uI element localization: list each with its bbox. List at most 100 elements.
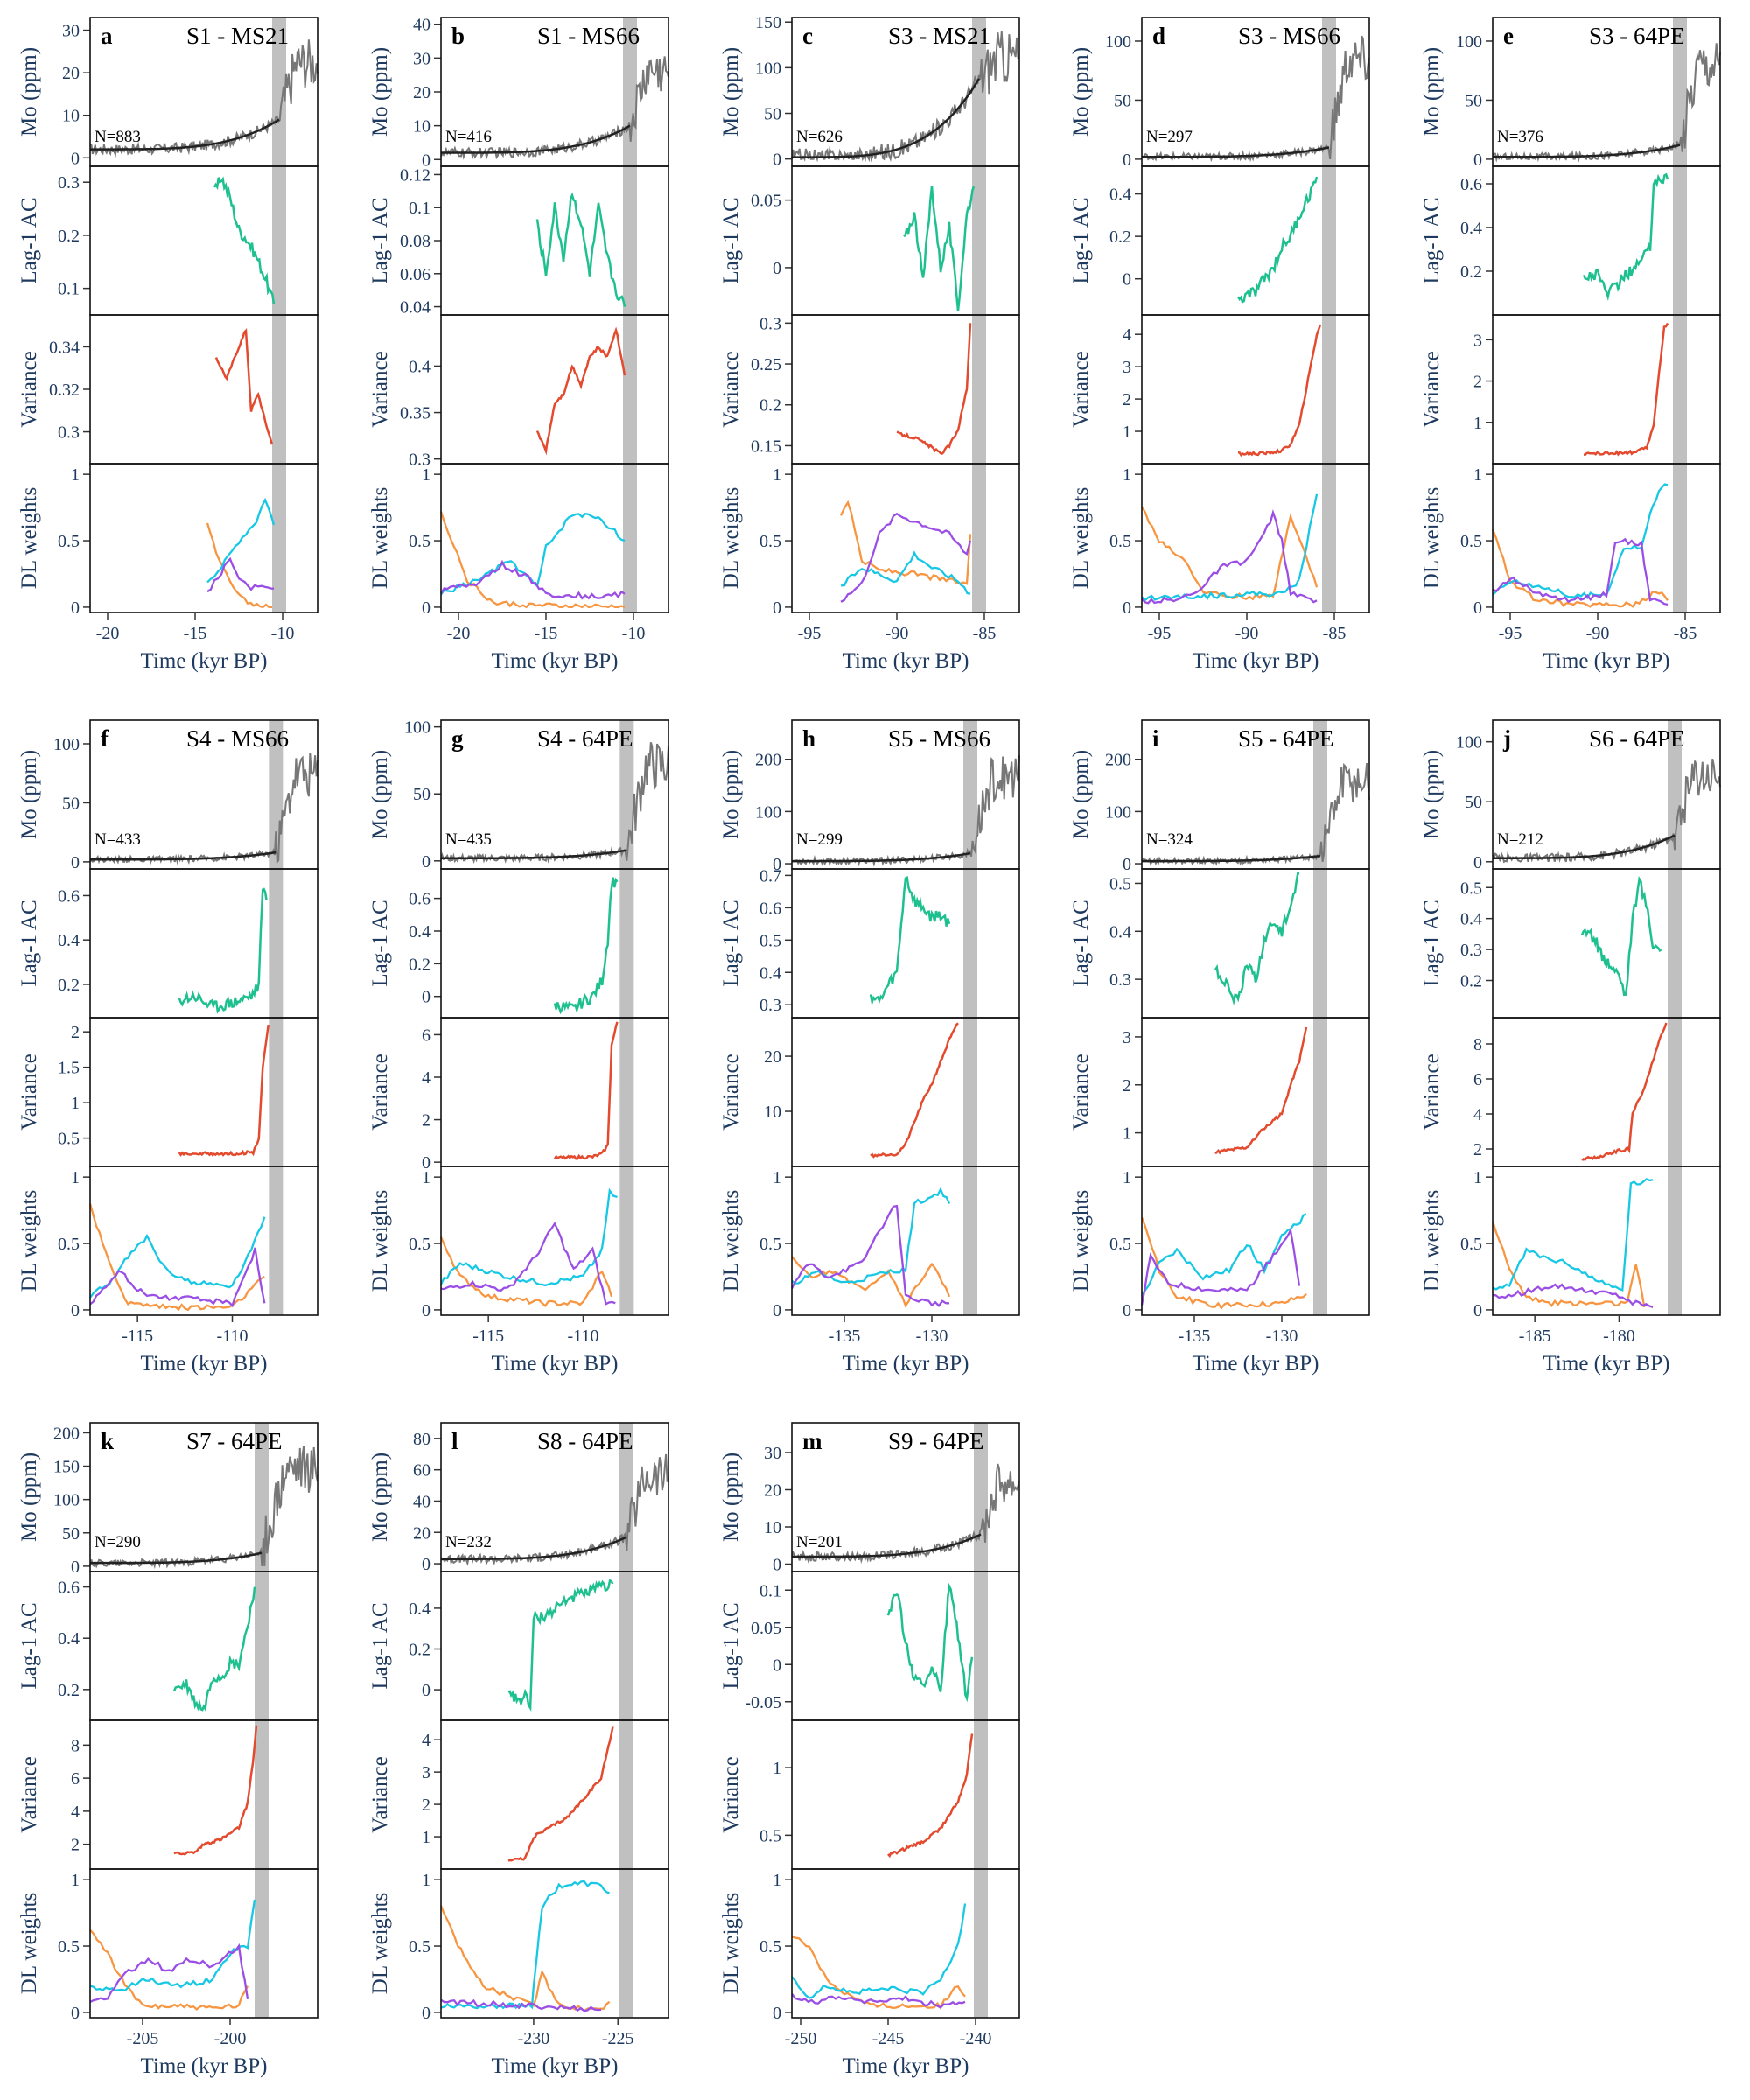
x-tick-label: -115 <box>472 1326 504 1346</box>
y-tick-label: 0.12 <box>400 165 430 185</box>
dl-weight-cyan <box>89 1216 266 1298</box>
y-tick-label: 50 <box>1465 793 1482 812</box>
dl-weight-orange <box>791 1256 951 1308</box>
y-tick-label: 0.2 <box>1460 262 1482 282</box>
y-tick-label: 1 <box>422 1168 430 1187</box>
panel-e: 0 50 100 Mo (ppm) N=376 e S3 - 64PE 0.2 0.4 0.6 La… <box>1420 17 1721 673</box>
subplot-var: 1 2 3 4 Variance <box>1069 314 1370 465</box>
panel-letter: k <box>101 1428 114 1454</box>
y-tick-label: 8 <box>71 1736 80 1755</box>
dl-weight-purple <box>1492 537 1669 606</box>
y-tick-label: 0 <box>422 852 430 872</box>
subplot-ac: 0.2 0.4 0.6 Lag-1 AC <box>1420 165 1721 316</box>
panel-title: S5 - 64PE <box>1238 725 1334 752</box>
variance-line <box>896 323 972 456</box>
mo-smoothed-line <box>1142 146 1330 158</box>
y-axis-title: DL weights <box>719 1190 743 1292</box>
x-tick-label: -85 <box>1674 624 1698 643</box>
lag1-ac-line <box>869 875 951 1006</box>
dl-weight-orange <box>89 1928 249 2011</box>
x-axis-title: Time (kyr BP) <box>141 649 268 673</box>
y-axis-title: Mo (ppm) <box>18 47 41 136</box>
dl-weight-purple <box>440 559 626 600</box>
subplot-mo: 0 10 20 30 Mo (ppm) N=883 a S1 - MS21 <box>18 17 318 168</box>
y-tick-label: 0.3 <box>58 424 80 443</box>
variance-line <box>214 328 274 445</box>
y-tick-label: 20 <box>764 1047 781 1067</box>
subplot-ac: 0.2 0.3 0.4 0.5 Lag-1 AC <box>1420 868 1721 1018</box>
y-tick-label: 0.35 <box>400 404 430 424</box>
y-axis-title: Lag-1 AC <box>18 1602 41 1689</box>
y-tick-label: 2 <box>71 1023 80 1042</box>
mo-smoothed-line <box>1493 144 1681 158</box>
y-tick-label: 0 <box>71 1558 80 1577</box>
y-axis-title: Mo (ppm) <box>1420 750 1444 839</box>
y-tick-label: 0.3 <box>58 173 80 192</box>
mo-raw-line <box>89 1446 318 1570</box>
x-axis-title: Time (kyr BP) <box>1193 649 1320 673</box>
y-tick-label: 0.2 <box>1110 228 1131 247</box>
n-label: N=232 <box>445 1533 492 1551</box>
y-tick-label: -0.05 <box>745 1693 781 1712</box>
dl-weight-cyan <box>89 1899 256 1992</box>
y-tick-label: 0.5 <box>1460 532 1482 551</box>
x-tick-label: -110 <box>568 1326 599 1346</box>
y-tick-label: 3 <box>1474 331 1482 350</box>
y-axis-title: Lag-1 AC <box>1420 197 1444 284</box>
y-axis-title: Variance <box>1420 351 1444 427</box>
subplot-dl: 0 0.5 1 DL weights <box>1420 463 1721 618</box>
subplot-mo: 0 20 40 60 80 Mo (ppm) N=232 l S8 - 64PE <box>368 1422 669 1574</box>
y-axis-title: DL weights <box>1420 487 1444 589</box>
y-tick-label: 0 <box>422 1681 430 1700</box>
x-tick-label: -245 <box>872 2029 905 2048</box>
y-tick-label: 200 <box>755 751 781 770</box>
y-tick-label: 0.3 <box>760 996 781 1015</box>
x-tick-label: -90 <box>1236 624 1259 643</box>
panel-letter: l <box>452 1428 458 1454</box>
dl-weight-purple <box>1492 1283 1654 1308</box>
variance-line <box>887 1733 974 1858</box>
subplot-frame <box>89 1868 318 2019</box>
y-axis-title: Variance <box>368 1054 392 1130</box>
y-tick-label: 1 <box>773 1759 781 1778</box>
subplot-var: 0.15 0.2 0.25 0.3 Variance <box>719 314 1020 465</box>
y-tick-label: 0 <box>1123 150 1131 170</box>
y-axis-title: Lag-1 AC <box>1069 197 1093 284</box>
lag1-ac-line <box>553 877 619 1015</box>
y-axis-title: Lag-1 AC <box>18 900 41 986</box>
lag1-ac-line <box>903 186 976 312</box>
y-tick-label: 0.2 <box>409 1640 430 1659</box>
y-axis-title: Mo (ppm) <box>1069 47 1093 136</box>
y-tick-label: 0 <box>773 150 781 170</box>
subplot-mo: 0 50 100 Mo (ppm) N=435 g S4 - 64PE <box>368 718 669 872</box>
variance-line <box>870 1022 959 1158</box>
subplot-mo: 0 100 200 Mo (ppm) N=299 h S5 - MS66 <box>719 719 1020 874</box>
y-axis-title: Variance <box>719 1054 743 1130</box>
subplot-dl: 0 0.5 1 DL weights <box>719 1166 1020 1320</box>
subplot-frame <box>1141 1166 1370 1316</box>
panel-title: S4 - 64PE <box>537 725 634 752</box>
dl-weight-purple <box>89 1942 249 2003</box>
dl-weight-purple <box>790 1204 950 1307</box>
y-axis-title: Mo (ppm) <box>18 1452 41 1542</box>
mo-raw-line <box>791 1463 1020 1564</box>
y-axis-title: Lag-1 AC <box>1420 900 1444 986</box>
panel-letter: g <box>452 725 464 752</box>
lag1-ac-line <box>508 1578 614 1712</box>
y-axis-title: Lag-1 AC <box>719 1602 743 1689</box>
y-axis-title: Lag-1 AC <box>368 900 392 986</box>
y-tick-label: 0.2 <box>1460 972 1482 991</box>
dl-weight-orange <box>206 522 272 609</box>
mo-smoothed-line <box>1493 834 1676 859</box>
y-tick-label: 6 <box>71 1769 80 1788</box>
n-label: N=290 <box>94 1533 141 1551</box>
lag1-ac-line <box>1214 872 1300 1006</box>
y-tick-label: 0.4 <box>409 922 430 942</box>
y-tick-label: 0.25 <box>751 355 781 374</box>
subplot-frame <box>1492 1017 1721 1167</box>
y-axis-title: Lag-1 AC <box>1069 900 1093 986</box>
